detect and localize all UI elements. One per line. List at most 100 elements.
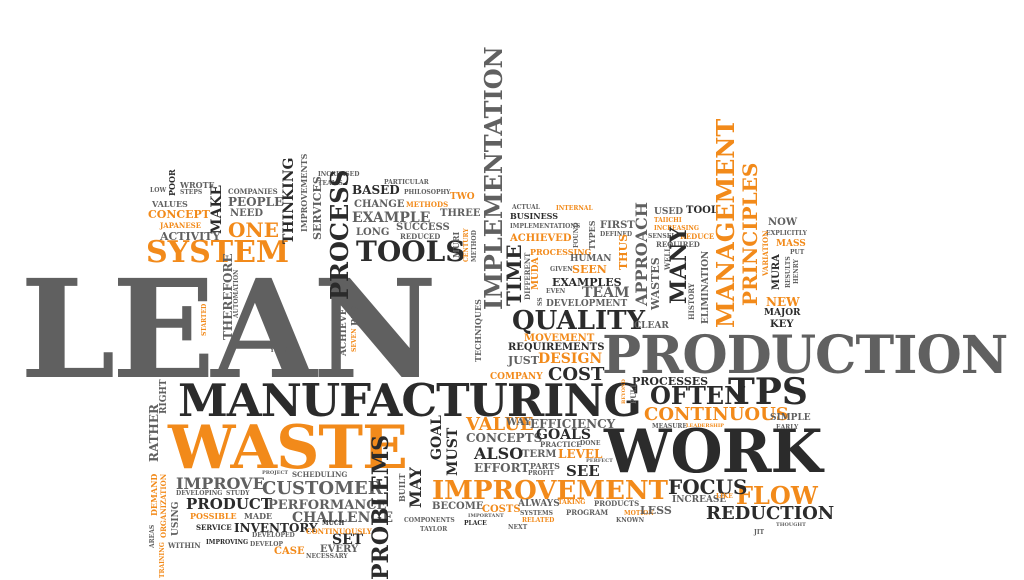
word-particular: PARTICULAR xyxy=(384,179,429,186)
word-inventory: INVENTORY xyxy=(234,521,318,535)
word-low: LOW xyxy=(150,187,167,194)
word-reduce: REDUCE xyxy=(680,232,715,241)
word-japanese: JAPANESE xyxy=(160,221,202,230)
word-less: LESS xyxy=(640,504,672,517)
word-thought: THOUGHT xyxy=(776,522,806,528)
word-beyond: BEYOND xyxy=(621,379,627,404)
word-poor: POOR xyxy=(167,169,177,196)
word-results: RESULTS xyxy=(785,256,792,288)
word-training: TRAINING xyxy=(159,542,166,578)
word-business: BUSINESS xyxy=(510,211,559,221)
word-improvements: IMPROVEMENTS xyxy=(299,153,309,232)
word-years: YEARS xyxy=(270,347,293,354)
word-product: PRODUCT xyxy=(186,495,273,513)
word-success: SUCCESS xyxy=(396,222,450,233)
word-costs: COSTS xyxy=(482,504,521,515)
word-cost: COST xyxy=(548,364,605,385)
word-example: EXAMPLE xyxy=(352,210,431,226)
word-new: NEW xyxy=(766,295,800,309)
word-first: FIRST xyxy=(600,220,635,231)
word-every: EVERY xyxy=(320,544,359,555)
word-within: WITHIN xyxy=(168,541,201,550)
word-processes: PROCESSES xyxy=(632,375,709,388)
word-program: PROGRAM xyxy=(566,508,609,517)
word-much: MUCH xyxy=(322,520,345,527)
word-performance: PERFORMANCE xyxy=(268,498,387,513)
word-next: NEXT xyxy=(508,524,528,531)
word-ss: SS xyxy=(537,297,544,306)
word-history: HISTORY xyxy=(687,283,696,320)
word-seen: SEEN xyxy=(572,263,607,276)
word-necessary: NECESSARY xyxy=(306,553,348,560)
word-may: MAY xyxy=(406,467,425,508)
word-lean: LEAN xyxy=(20,250,437,410)
word-see: SEE xyxy=(566,462,600,480)
word-one: ONE xyxy=(228,218,279,242)
word-must: MUST xyxy=(445,427,461,476)
word-team: TEAM xyxy=(582,285,630,301)
word-way: WAY xyxy=(506,417,531,428)
word-tps: TPS xyxy=(728,371,808,413)
word-seven: SEVEN xyxy=(351,328,358,352)
word-term: TERM xyxy=(522,449,557,460)
word-made: MADE xyxy=(244,511,273,521)
word-products: PRODUCTS xyxy=(594,499,640,508)
word-goal: GOAL xyxy=(429,415,445,460)
word-increased: INCREASED xyxy=(318,171,360,178)
word-key: KEY xyxy=(770,319,794,330)
word-thus: THUS xyxy=(617,233,630,270)
word-taiichi: TAIICHI xyxy=(654,217,682,224)
word-improving: IMPROVING xyxy=(206,539,249,546)
word-related: RELATED xyxy=(522,517,555,524)
word-known: KNOWN xyxy=(616,517,645,524)
word-even: EVEN xyxy=(546,288,566,295)
word-muri: MURI xyxy=(451,231,461,258)
word-century: CENTURY xyxy=(463,228,470,262)
word-effort: EFFORT xyxy=(474,461,530,475)
word-customer: CUSTOMER xyxy=(262,478,383,499)
word-mass: MASS xyxy=(776,239,806,249)
word-increasing: INCREASING xyxy=(654,225,700,232)
word-case: CASE xyxy=(274,546,305,557)
word-management: MANAGEMENT xyxy=(711,118,740,328)
word-defined: DEFINED xyxy=(600,231,633,238)
word-continuously: CONTINUOUSLY xyxy=(306,527,372,536)
word-leadership: LEADERSHIP xyxy=(686,423,724,429)
word-set: SET xyxy=(332,532,364,548)
word-profit: PROFIT xyxy=(528,470,555,477)
word-mura: MURA xyxy=(771,254,782,290)
word-taylor: TAYLOR xyxy=(420,526,448,533)
word-internal: INTERNAL xyxy=(556,205,593,212)
word-improve: IMPROVE xyxy=(176,474,265,493)
word-elimination: ELIMINATION xyxy=(701,250,711,324)
word-components: COMPONENTS xyxy=(404,517,455,524)
word-change: CHANGE xyxy=(354,199,405,210)
word-areas: AREAS xyxy=(149,524,156,548)
word-make: MAKE xyxy=(209,184,225,234)
word-developed: DEVELOPED xyxy=(252,532,295,539)
word-manufacturing: MANUFACTURING xyxy=(178,374,642,427)
word-often: OFTEN xyxy=(650,381,747,410)
word-teams: TEAMS xyxy=(318,180,343,187)
word-tool: TOOL xyxy=(686,205,718,216)
word-processing: PROCESSING xyxy=(530,247,592,257)
word-study: STUDY xyxy=(226,490,250,497)
word-examples: EXAMPLES xyxy=(552,276,622,289)
word-concepts: CONCEPTS xyxy=(466,431,543,445)
word-measure: MEASURE xyxy=(652,423,687,430)
word-long: LONG xyxy=(356,227,390,238)
word-used: USED xyxy=(654,207,684,217)
word-values: VALUES xyxy=(152,199,188,209)
word-two: TWO xyxy=(450,192,475,202)
word-wastes: WASTES xyxy=(649,257,662,310)
word-given: GIVEN xyxy=(550,266,573,273)
word-companies: COMPANIES xyxy=(228,187,278,196)
word-clear: CLEAR xyxy=(634,321,669,331)
word-project: PROJECT xyxy=(262,470,289,476)
word-parts: PARTS xyxy=(530,461,560,471)
word-human: HUMAN xyxy=(570,254,612,264)
word-started: STARTED xyxy=(201,303,208,336)
word-philosophy: PHILOSOPHY xyxy=(404,189,451,196)
word-systems: SYSTEMS xyxy=(520,510,553,517)
word-built: BUILT xyxy=(397,473,407,502)
